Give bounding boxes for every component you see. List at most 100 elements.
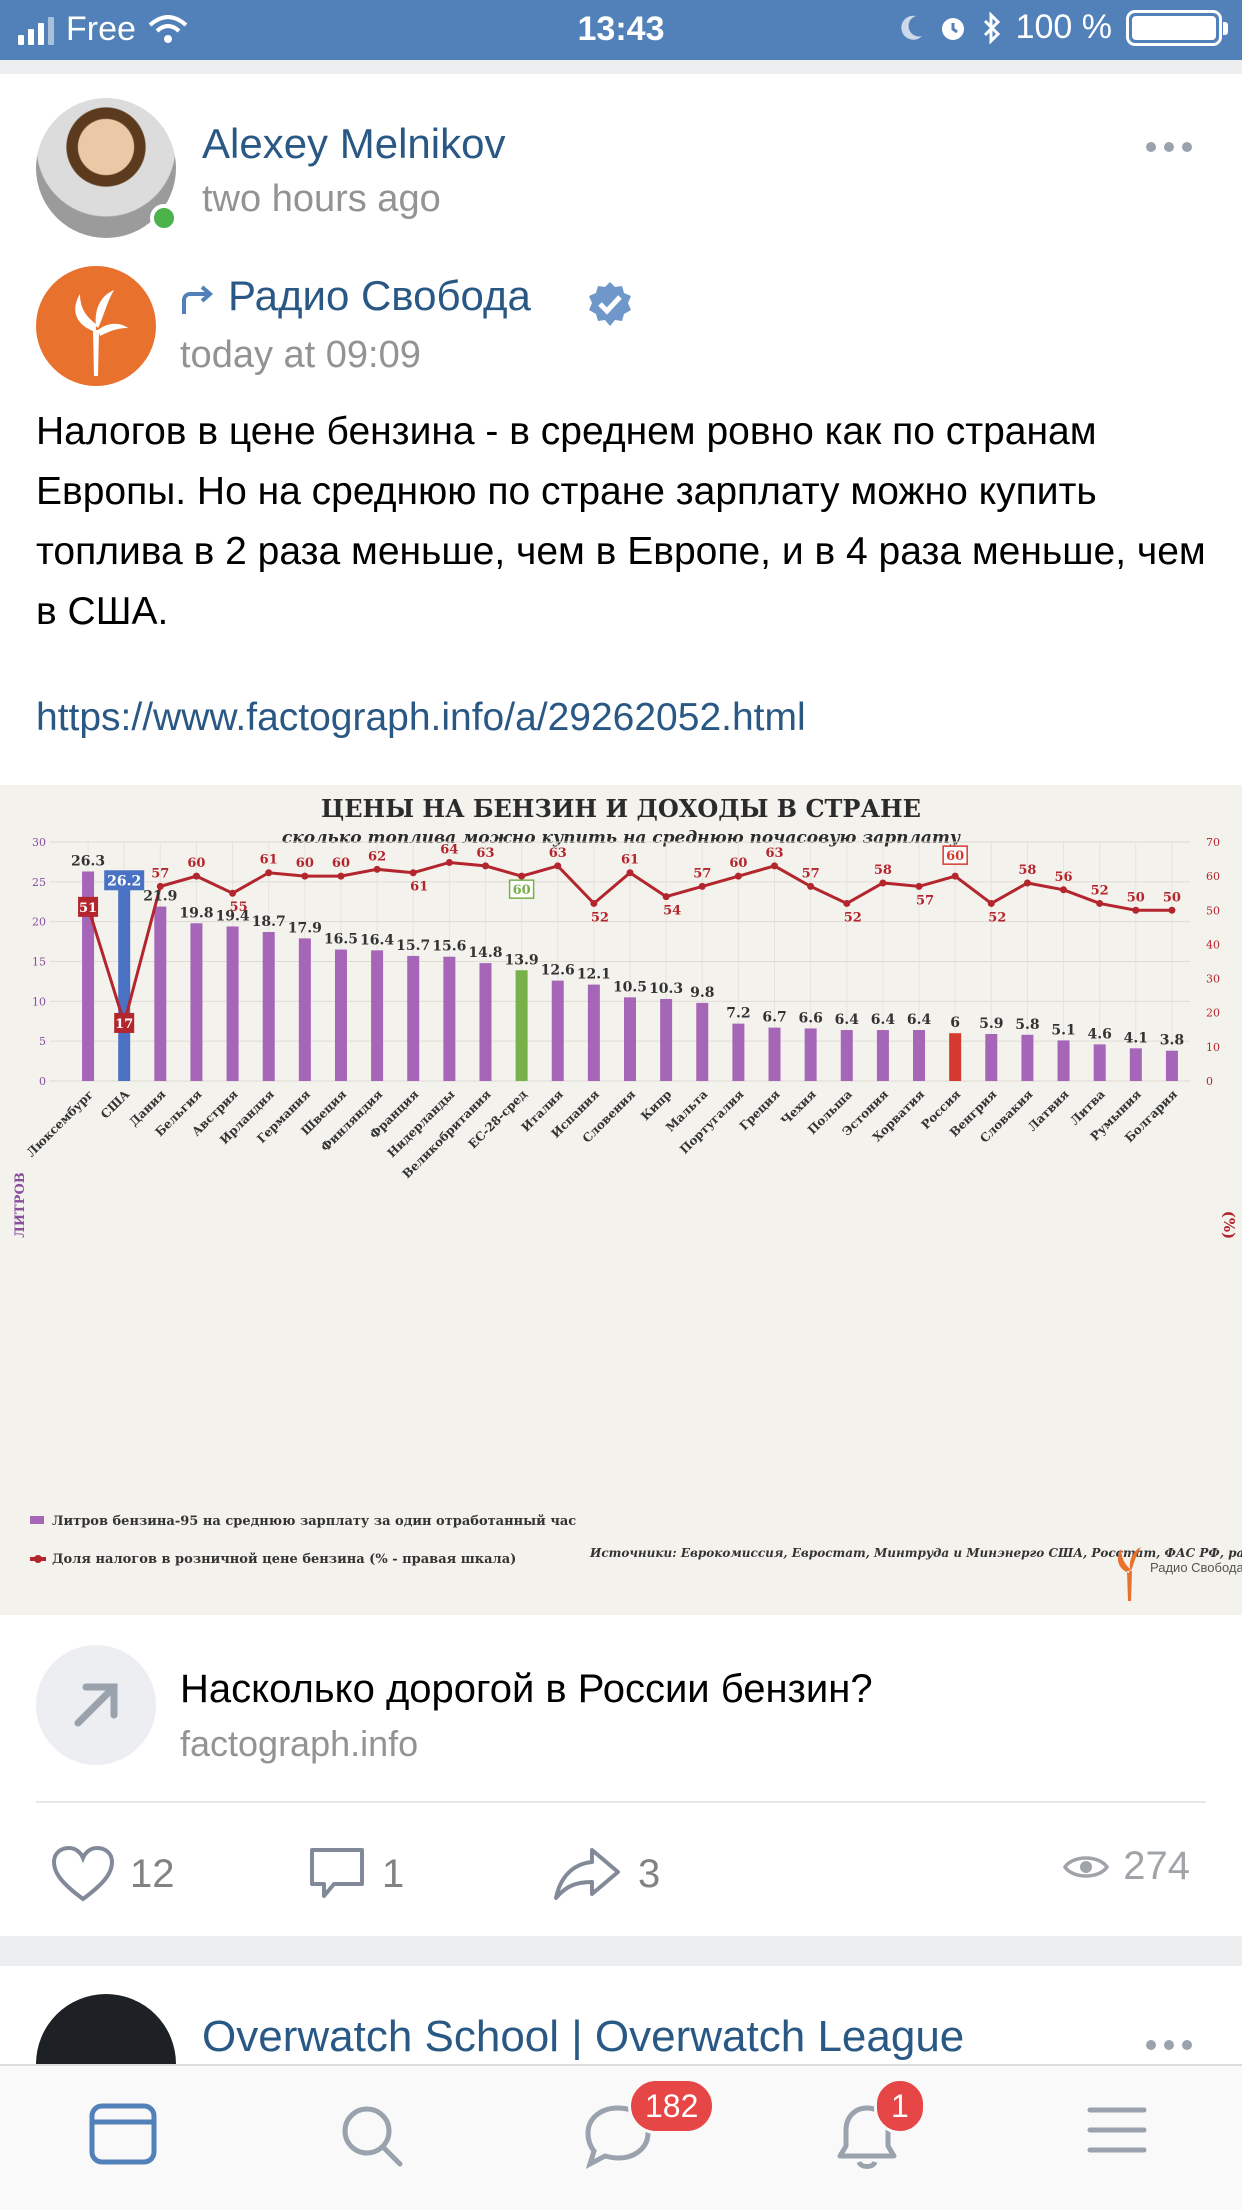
link-attachment[interactable]: Насколько дорогой в России бензин? facto… bbox=[0, 1615, 1242, 1765]
bar-value-label: 16.4 bbox=[360, 932, 394, 948]
like-count: 12 bbox=[130, 1851, 175, 1896]
repost-source-name[interactable]: Радио Свобода bbox=[228, 272, 531, 319]
tax-point-4 bbox=[192, 872, 200, 880]
tax-value-label: 61 bbox=[621, 853, 639, 868]
category-label: Греция bbox=[737, 1087, 783, 1133]
y-tick-label: 0 bbox=[39, 1075, 46, 1088]
next-post-more-button[interactable] bbox=[1146, 2040, 1192, 2050]
tax-value-label: 60 bbox=[296, 856, 314, 871]
bar-value-label: 18.7 bbox=[252, 914, 286, 930]
repost-time: today at 09:09 bbox=[180, 334, 421, 376]
bar-19 bbox=[732, 1023, 745, 1081]
tax-value-label: 61 bbox=[410, 880, 428, 895]
tax-value-label: 63 bbox=[476, 846, 494, 861]
post-link[interactable]: https://www.factograph.info/a/29262052.h… bbox=[36, 696, 806, 739]
bar-value-label: 6.4 bbox=[835, 1012, 860, 1028]
bar-value-label: 21.9 bbox=[143, 889, 177, 905]
tab-news[interactable] bbox=[88, 2102, 158, 2171]
share-button[interactable]: 3 bbox=[552, 1844, 660, 1904]
tax-value-label: 64 bbox=[440, 842, 458, 857]
tax-point-9 bbox=[373, 865, 381, 873]
tax-point-10 bbox=[409, 869, 417, 877]
bar-value-label: 6 bbox=[950, 1015, 960, 1031]
tax-point-11 bbox=[445, 858, 453, 866]
tax-point-14 bbox=[554, 862, 562, 870]
like-button[interactable]: 12 bbox=[50, 1844, 175, 1904]
tax-point-19 bbox=[734, 872, 742, 880]
bar-value-label: 15.6 bbox=[432, 939, 466, 955]
bar-31 bbox=[1165, 1050, 1178, 1081]
external-link-button[interactable] bbox=[36, 1645, 156, 1765]
tax-label-bg bbox=[114, 1012, 135, 1033]
bar-22 bbox=[840, 1030, 853, 1081]
tax-point-3 bbox=[156, 882, 164, 890]
tax-value-label: 58 bbox=[1018, 863, 1036, 878]
tab-search[interactable] bbox=[338, 2102, 406, 2175]
bar-30 bbox=[1129, 1048, 1142, 1081]
tax-point-5 bbox=[229, 889, 237, 897]
tax-point-22 bbox=[843, 899, 851, 907]
y-tick-label: 10 bbox=[32, 995, 46, 1008]
tax-value-label: 57 bbox=[802, 866, 820, 881]
wifi-icon bbox=[148, 14, 188, 43]
bar-26 bbox=[985, 1033, 998, 1081]
bar-10 bbox=[407, 955, 420, 1081]
bar-value-label: 13.9 bbox=[505, 952, 539, 968]
post-image-chart[interactable]: ЦЕНЫ НА БЕНЗИН И ДОХОДЫ В СТРАНЕ сколько… bbox=[0, 785, 1242, 1615]
bar-label-bg bbox=[104, 870, 145, 891]
tab-bar: 182 1 bbox=[0, 2064, 1242, 2210]
tax-point-27 bbox=[1023, 879, 1031, 887]
bar-16 bbox=[624, 997, 636, 1081]
bar-25 bbox=[949, 1033, 962, 1081]
more-options-button[interactable] bbox=[1146, 142, 1192, 152]
bar-value-label: 5.8 bbox=[1015, 1017, 1039, 1033]
bar-4 bbox=[190, 923, 203, 1081]
chart-ylabel: ЛИТРОВ bbox=[13, 1172, 28, 1238]
battery-icon bbox=[1126, 9, 1228, 46]
bar-18 bbox=[696, 1002, 709, 1081]
bar-value-label: 16.5 bbox=[324, 932, 358, 948]
tax-point-31 bbox=[1168, 906, 1176, 914]
bar-value-label: 9.8 bbox=[690, 985, 714, 1001]
views-counter: 274 bbox=[1063, 1844, 1190, 1889]
bar-11 bbox=[443, 956, 456, 1081]
bar-6 bbox=[262, 932, 275, 1081]
verified-icon bbox=[589, 282, 631, 326]
legend-bar-swatch bbox=[30, 1516, 44, 1524]
bar-value-label: 17.9 bbox=[288, 920, 322, 936]
tax-label-box bbox=[508, 879, 535, 899]
comment-button[interactable]: 1 bbox=[306, 1844, 404, 1904]
online-indicator bbox=[150, 204, 178, 232]
bar-21 bbox=[804, 1028, 817, 1081]
tax-point-13 bbox=[518, 872, 526, 880]
post-card: Alexey Melnikov two hours ago Радио Своб… bbox=[0, 74, 1242, 1936]
next-post-author[interactable]: Overwatch School | Overwatch League bbox=[202, 2012, 965, 2061]
tab-menu[interactable] bbox=[1086, 2102, 1148, 2163]
status-bar: Free 13:43 100 % bbox=[0, 0, 1242, 60]
tax-value-label: 54 bbox=[663, 904, 681, 919]
tax-point-26 bbox=[987, 899, 995, 907]
y2-tick-label: 50 bbox=[1206, 904, 1220, 917]
repost-source-avatar[interactable] bbox=[36, 266, 156, 386]
y2-tick-label: 20 bbox=[1206, 1007, 1220, 1020]
tax-point-25 bbox=[951, 872, 959, 880]
repost-icon bbox=[182, 285, 214, 314]
bar-value-label: 19.4 bbox=[216, 908, 250, 924]
alarm-icon bbox=[941, 17, 964, 40]
bar-value-label: 10.3 bbox=[649, 981, 683, 997]
arrow-up-right-icon bbox=[74, 1683, 118, 1727]
tax-value-label: 57 bbox=[151, 866, 169, 881]
y-tick-label: 5 bbox=[39, 1035, 46, 1048]
legend-line-label: Доля налогов в розничной цене бензина (%… bbox=[52, 1552, 516, 1567]
author-name[interactable]: Alexey Melnikov bbox=[202, 120, 506, 167]
tax-value-label: 51 bbox=[79, 901, 97, 916]
tax-value-label: 63 bbox=[549, 846, 567, 861]
radio-svoboda-logo-icon bbox=[75, 290, 128, 376]
y2-tick-label: 70 bbox=[1206, 836, 1220, 849]
chart-logo-text: Радио Свобода bbox=[1150, 1560, 1242, 1575]
link-title[interactable]: Насколько дорогой в России бензин? bbox=[180, 1667, 873, 1711]
bar-value-label: 15.7 bbox=[396, 938, 430, 954]
tax-value-label: 62 bbox=[368, 849, 386, 864]
bar-27 bbox=[1021, 1034, 1034, 1081]
bar-1 bbox=[82, 871, 95, 1081]
